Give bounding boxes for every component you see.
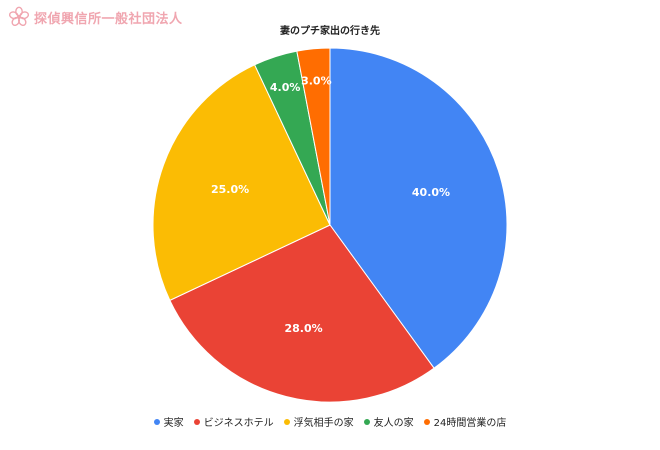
legend-label-2: 浮気相手の家 (293, 418, 354, 429)
legend-swatch-2 (283, 418, 290, 425)
slice-value-label-1: 28.0% (285, 322, 323, 335)
pie-slice-1 (169, 224, 435, 403)
legend-item-0: 実家 (153, 414, 184, 429)
pie-slice-4 (296, 47, 331, 226)
pie-slice-0 (329, 47, 508, 369)
legend-item-3: 友人の家 (363, 414, 414, 429)
legend-swatch-0 (153, 418, 160, 425)
slice-value-label-4: 3.0% (301, 75, 332, 88)
slice-value-label-0: 40.0% (412, 186, 450, 199)
legend-label-1: ビジネスホテル (203, 418, 274, 429)
legend-label-4: 24時間営業の店 (433, 418, 507, 429)
legend-swatch-4 (423, 418, 430, 425)
legend-label-3: 友人の家 (373, 418, 414, 429)
legend-swatch-3 (363, 418, 370, 425)
legend-item-2: 浮気相手の家 (283, 414, 354, 429)
slice-value-label-3: 4.0% (270, 81, 301, 94)
pie-slice-2 (152, 64, 331, 302)
legend-swatch-1 (193, 418, 200, 425)
chart-legend: 実家 ビジネスホテル 浮気相手の家 友人の家 24時間営業の店 (0, 414, 660, 429)
slice-value-label-2: 25.0% (211, 183, 249, 196)
sakura-flower-icon (8, 6, 30, 27)
legend-label-0: 実家 (163, 418, 184, 429)
watermark: 探偵興信所一般社団法人 (8, 6, 183, 28)
watermark-text: 探偵興信所一般社団法人 (34, 11, 183, 27)
chart-title: 妻のプチ家出の行き先 (280, 26, 380, 37)
legend-item-4: 24時間営業の店 (423, 414, 507, 429)
legend-item-1: ビジネスホテル (193, 414, 274, 429)
